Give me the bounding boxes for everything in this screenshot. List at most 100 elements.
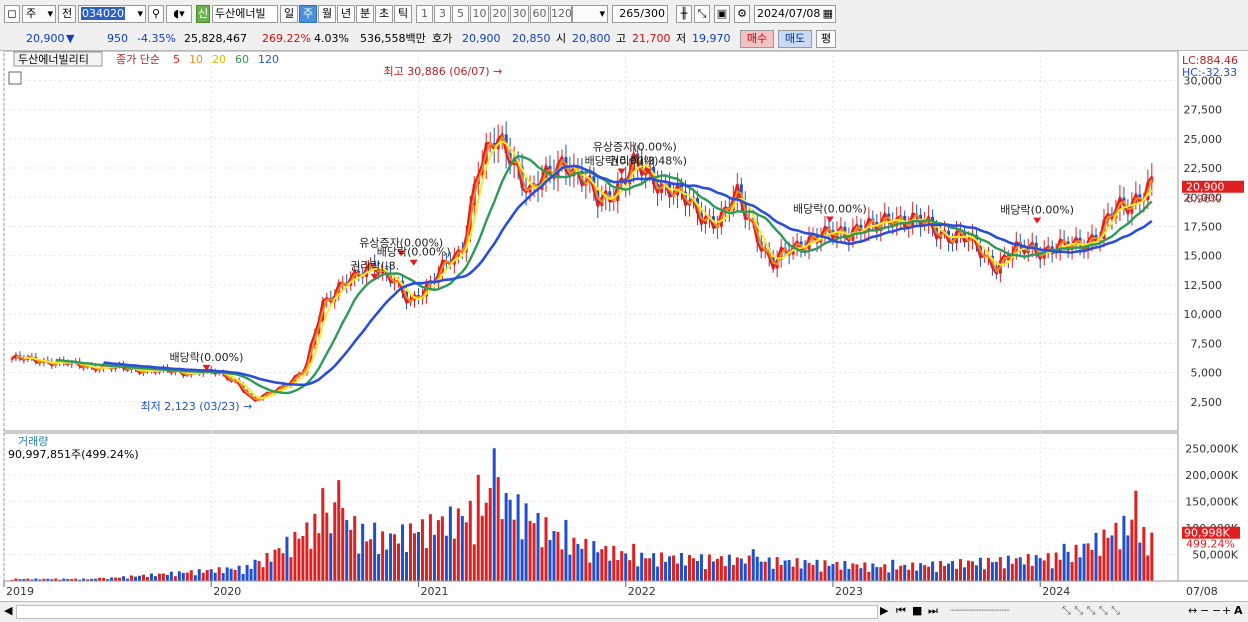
interval-button-5[interactable]: 5 xyxy=(452,5,469,23)
period-tab-5[interactable]: 초 xyxy=(375,5,393,23)
x-tick-label: 2024 xyxy=(1042,585,1070,598)
rewind-icon[interactable]: ⏮ xyxy=(896,604,906,617)
period-select[interactable]: 주 ▾ xyxy=(22,5,56,23)
volume-bar xyxy=(951,561,955,581)
volume-bar xyxy=(173,576,177,581)
interval-button-1[interactable]: 1 xyxy=(416,5,433,23)
stock-name-field[interactable]: 두산에너빌 xyxy=(212,5,278,23)
stop-icon[interactable]: ■ xyxy=(912,604,923,617)
volume-bar xyxy=(114,577,118,581)
buy-button[interactable]: 매수 xyxy=(740,30,774,48)
zoom-out-icon[interactable]: − xyxy=(1200,604,1210,617)
forward-icon[interactable]: ⏭ xyxy=(928,604,938,617)
period-tab-3[interactable]: 년 xyxy=(337,5,355,23)
volume-bar xyxy=(994,561,998,581)
period-tab-1[interactable]: 주 xyxy=(299,5,317,23)
save-icon[interactable]: ▣ xyxy=(714,5,730,23)
volume-bar xyxy=(624,553,628,581)
volume-bar xyxy=(887,572,891,581)
compare-select[interactable]: 전 xyxy=(58,5,76,23)
moving-average-lines xyxy=(11,132,1153,402)
volume-bar xyxy=(568,554,572,581)
scroll-left-icon[interactable]: ◀ xyxy=(4,604,13,617)
interval-button-20[interactable]: 20 xyxy=(490,5,509,23)
interval-button-30[interactable]: 30 xyxy=(510,5,529,23)
font-size-icon[interactable]: A xyxy=(1234,604,1243,617)
volume-bar xyxy=(10,579,14,581)
date-value: 2024/07/08 xyxy=(757,7,821,20)
grid xyxy=(3,51,1179,582)
volume-bar xyxy=(412,533,416,581)
period-tab-6[interactable]: 틱 xyxy=(394,5,412,23)
draw-tools-icon[interactable]: ⤡ ⤡ ⤡ ⤡ ⤡ xyxy=(1062,604,1120,617)
count-field[interactable]: 265/300 xyxy=(612,5,668,23)
volume-bar xyxy=(1106,537,1110,581)
volume-tick-label: 150,000K xyxy=(1185,495,1238,508)
chart-scroll-bar[interactable]: ◀ ▶ ⏮ ■ ⏭ ┈┈┈┈┈┈┈┈┈ ⤡ ⤡ ⤡ ⤡ ⤡ ↔ − − + A xyxy=(0,601,1248,622)
event-marker xyxy=(397,250,406,257)
open-price: 20,800 xyxy=(572,32,611,45)
volume-bar xyxy=(759,561,763,581)
volume-bar xyxy=(731,564,735,581)
scroll-track[interactable] xyxy=(16,605,878,619)
gear-icon[interactable]: ⚙ xyxy=(734,5,750,23)
date-field[interactable]: 2024/07/08 ▦ xyxy=(754,5,836,23)
volume-value: 25,828,467 xyxy=(184,32,247,45)
interval-button-120[interactable]: 120 xyxy=(550,5,572,23)
volume-bar xyxy=(141,574,145,581)
candle-icon[interactable]: ╫ xyxy=(676,5,692,23)
interval-button-3[interactable]: 3 xyxy=(434,5,451,23)
chevron-down-icon: ▾ xyxy=(599,7,605,20)
ask-price: 20,900 xyxy=(462,32,501,45)
period-tab-4[interactable]: 분 xyxy=(356,5,374,23)
scroll-right-icon[interactable]: ▶ xyxy=(880,604,889,617)
volume-bar xyxy=(958,559,962,581)
y-tick-label: 27,500 xyxy=(1184,104,1223,117)
volume-bar xyxy=(672,555,676,581)
volume-bar xyxy=(664,561,668,581)
period-tab-0[interactable]: 일 xyxy=(280,5,298,23)
ma-line-120 xyxy=(103,164,1153,387)
volume-bar xyxy=(496,477,500,581)
zoom-in-icon[interactable]: + xyxy=(1222,604,1232,617)
volume-bar xyxy=(843,561,847,581)
volume-bar xyxy=(197,569,201,581)
eval-button[interactable]: 평 xyxy=(816,30,836,48)
volume-bar xyxy=(1118,549,1122,581)
y-tick-label: 20,000 xyxy=(1184,191,1223,204)
volume-bar xyxy=(839,569,843,581)
volume-bar xyxy=(735,557,739,581)
volume-bar xyxy=(596,552,600,581)
volume-bar xyxy=(795,558,799,581)
volume-bar xyxy=(600,549,604,581)
volume-bar xyxy=(592,541,596,581)
volume-bar xyxy=(915,570,919,581)
stock-chart[interactable]: 최고 30,886 (06/07) → 최저 2,123 (03/23) → 배당락… xyxy=(0,51,1248,601)
search-icon[interactable]: ⚲ xyxy=(148,5,164,23)
sell-button[interactable]: 매도 xyxy=(778,30,812,48)
volume-bar xyxy=(397,543,401,581)
volume-bar xyxy=(572,537,576,581)
zoom-track-icon[interactable]: ┈┈┈┈┈┈┈┈┈ xyxy=(950,604,1010,617)
window-icon[interactable]: ◻ xyxy=(4,5,20,23)
volume-bar xyxy=(1058,559,1062,581)
expand-icon[interactable]: ↔ xyxy=(1188,604,1198,617)
volume-bar xyxy=(608,560,612,581)
interval-button-60[interactable]: 60 xyxy=(530,5,549,23)
stock-code-input[interactable]: 034020 ▾ xyxy=(78,5,146,23)
volume-bar xyxy=(532,523,536,581)
volume-bar xyxy=(867,571,871,581)
volume-bar xyxy=(719,556,723,581)
volume-bar xyxy=(161,573,165,581)
interval-button-10[interactable]: 10 xyxy=(470,5,489,23)
period-tab-2[interactable]: 월 xyxy=(318,5,336,23)
volume-bar xyxy=(691,558,695,581)
volume-bar xyxy=(787,559,791,581)
draw-icon[interactable]: ⤡ xyxy=(694,5,710,23)
zoom-minus-icon[interactable]: − xyxy=(1212,604,1222,617)
extra-select[interactable]: ▾ xyxy=(572,5,608,23)
speaker-icon[interactable]: ◖▾ xyxy=(166,5,192,23)
volume-bar xyxy=(1142,526,1146,581)
volume-bar xyxy=(38,579,42,581)
volume-bar xyxy=(281,553,285,581)
